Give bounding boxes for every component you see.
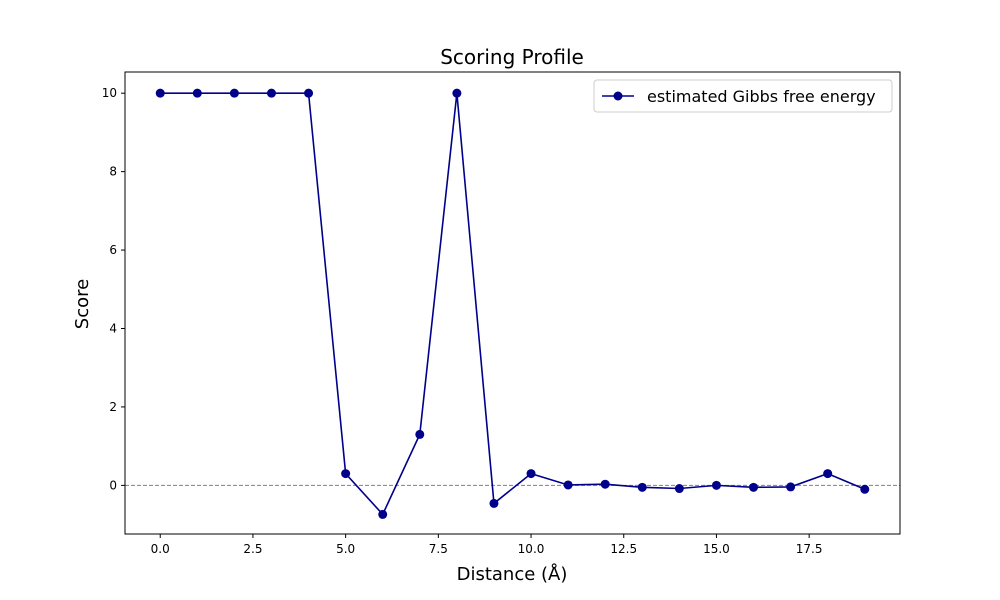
data-point — [749, 482, 759, 492]
data-point — [489, 498, 499, 508]
x-axis-label: Distance (Å) — [457, 563, 568, 585]
y-tick-label: 6 — [109, 243, 117, 257]
data-point — [304, 88, 314, 98]
data-point — [860, 484, 870, 494]
series-line — [160, 92, 866, 516]
y-tick-label: 8 — [109, 165, 117, 179]
data-point — [674, 484, 684, 494]
legend-box — [593, 79, 893, 113]
x-tick-label: 7.5 — [429, 542, 448, 556]
y-axis-ticks: 0 2 4 6 8 10 — [102, 86, 125, 492]
plot-area — [125, 88, 900, 519]
data-point — [637, 482, 647, 492]
y-tick-label: 10 — [102, 86, 117, 100]
x-axis-ticks: 0.0 2.5 5.0 7.5 10.0 12.5 15.0 17.5 — [151, 534, 823, 556]
x-tick-label: 10.0 — [518, 542, 545, 556]
x-tick-label: 2.5 — [243, 542, 262, 556]
x-tick-label: 15.0 — [703, 542, 730, 556]
data-point — [155, 88, 165, 98]
data-point — [192, 88, 202, 98]
x-tick-label: 17.5 — [796, 542, 823, 556]
data-point — [786, 482, 796, 492]
legend: estimated Gibbs free energy — [593, 79, 893, 113]
data-point — [229, 88, 239, 98]
data-point — [452, 88, 462, 98]
data-point — [415, 429, 425, 439]
legend-label: estimated Gibbs free energy — [647, 87, 876, 106]
data-point — [526, 469, 536, 479]
x-tick-label: 0.0 — [151, 542, 170, 556]
y-tick-label: 0 — [109, 478, 117, 492]
data-point — [341, 469, 351, 479]
y-tick-label: 2 — [109, 400, 117, 414]
data-point — [563, 480, 573, 490]
data-point — [378, 509, 388, 519]
y-tick-label: 4 — [109, 321, 117, 335]
y-axis-label: Score — [72, 279, 93, 329]
x-tick-label: 5.0 — [336, 542, 355, 556]
x-tick-label: 12.5 — [610, 542, 637, 556]
data-point — [266, 88, 276, 98]
data-point — [600, 479, 610, 489]
chart-title: Scoring Profile — [440, 45, 584, 69]
legend-marker-swatch — [613, 91, 623, 101]
data-point — [711, 480, 721, 490]
data-point — [823, 469, 833, 479]
plot-frame — [124, 71, 901, 535]
